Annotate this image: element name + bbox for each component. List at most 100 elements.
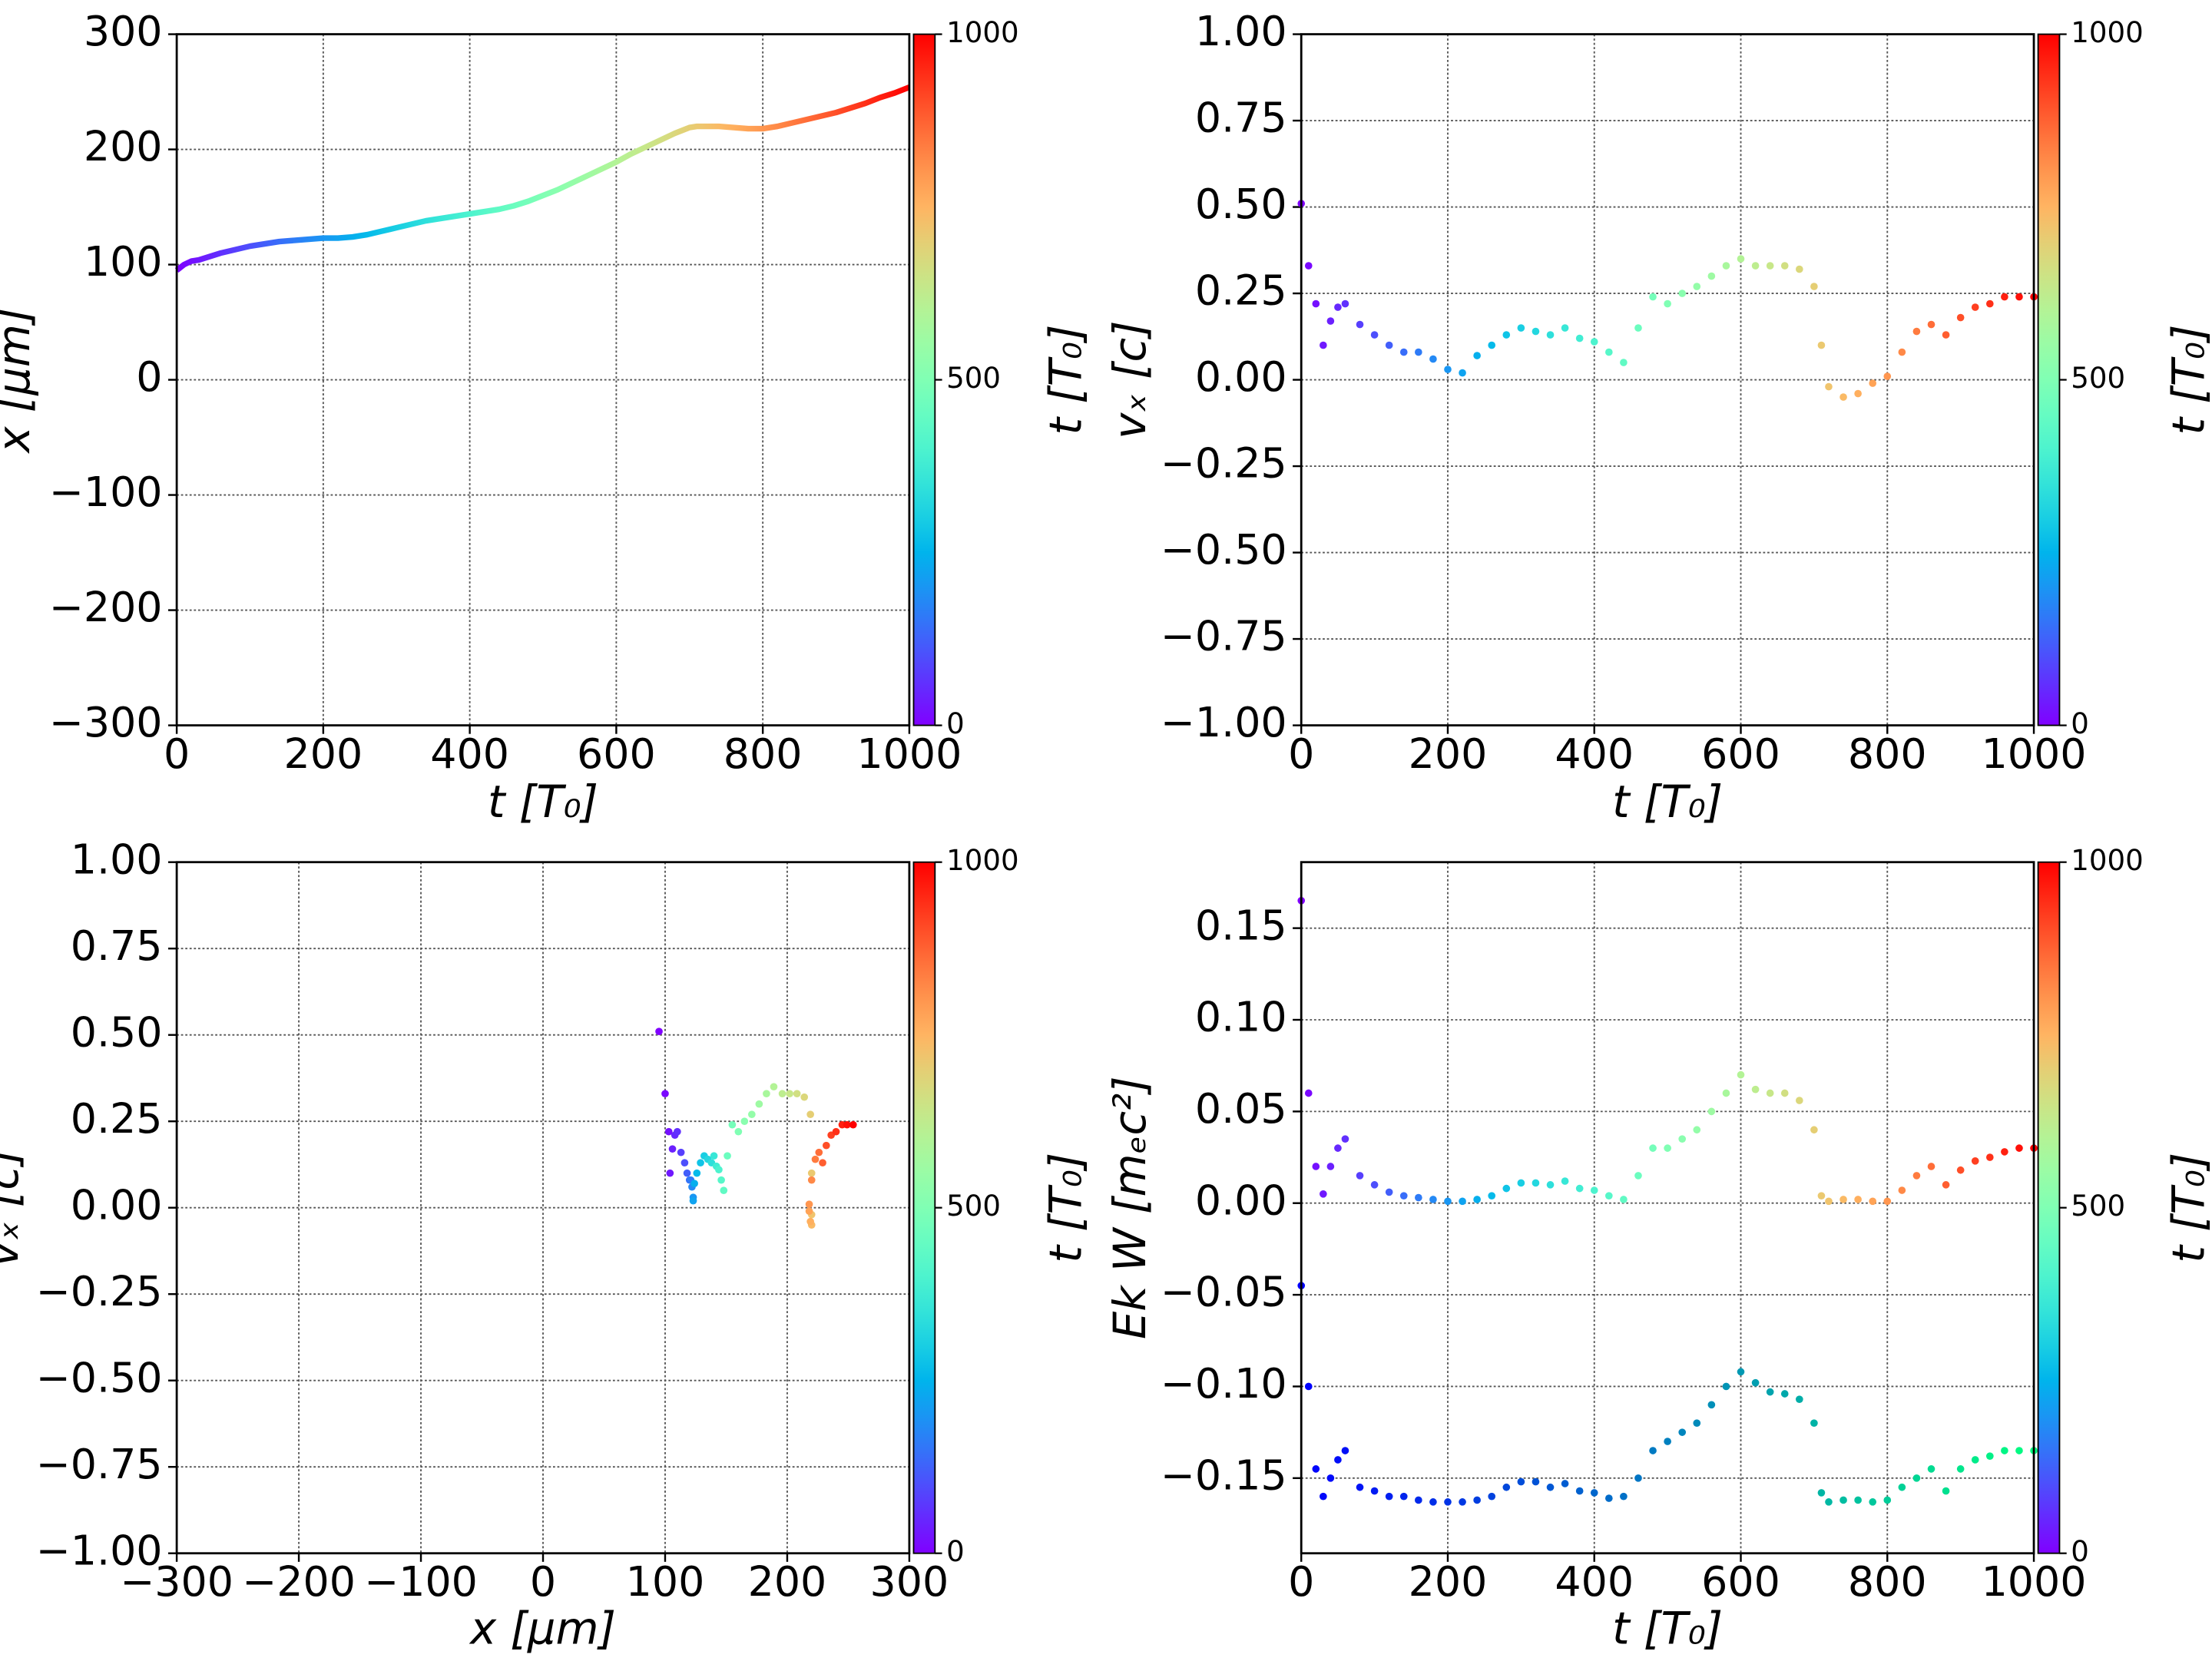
data-point — [1312, 1465, 1320, 1473]
colorbar — [912, 33, 936, 726]
data-point — [1678, 290, 1687, 297]
data-point — [2001, 1447, 2008, 1454]
data-point — [811, 1155, 820, 1163]
y-tick-label: 0.00 — [71, 1180, 163, 1229]
x-tick-label: 0 — [530, 1557, 556, 1606]
data-point — [1444, 1498, 1452, 1506]
data-point — [1817, 341, 1826, 349]
data-point — [748, 1110, 756, 1119]
y-tick-label: 100 — [84, 237, 163, 286]
data-point — [1751, 1378, 1760, 1387]
y-tick-label: −300 — [49, 698, 163, 746]
data-point — [666, 1169, 674, 1177]
colorbar-tick-label: 0 — [2071, 1535, 2089, 1568]
data-point — [1546, 331, 1555, 339]
data-point — [1678, 1428, 1687, 1436]
data-point — [717, 1176, 725, 1184]
data-point — [1356, 1172, 1364, 1180]
data-point — [1473, 1196, 1481, 1203]
data-point — [1341, 299, 1349, 308]
data-point — [664, 1127, 673, 1136]
data-point — [1737, 1368, 1745, 1376]
data-point — [1334, 303, 1342, 311]
x-tick-label: 300 — [870, 1557, 949, 1606]
data-point — [1634, 324, 1642, 332]
colorbar — [2037, 861, 2061, 1554]
data-point — [1320, 1190, 1327, 1198]
data-point — [1971, 1456, 1979, 1464]
data-point — [1620, 1492, 1628, 1501]
data-point — [1707, 272, 1716, 280]
data-point — [1869, 1498, 1877, 1506]
data-point — [1415, 1496, 1422, 1504]
y-tick-label: 200 — [84, 122, 163, 170]
data-point — [1326, 1474, 1335, 1482]
data-point — [1415, 1193, 1422, 1202]
data-point — [1971, 1157, 1979, 1165]
data-point — [1385, 1188, 1393, 1196]
colorbar-tick-label: 500 — [2071, 1190, 2125, 1223]
y-tick-label: −1.00 — [36, 1526, 163, 1574]
data-point — [1429, 1498, 1437, 1506]
y-tick-label: −0.50 — [36, 1353, 163, 1401]
axes-frame — [1300, 33, 2035, 726]
x-tick-label: 100 — [626, 1557, 705, 1606]
y-tick-label: −0.10 — [1161, 1359, 1287, 1408]
data-point — [740, 1117, 749, 1126]
data-point — [1985, 1153, 1994, 1161]
data-point — [849, 1120, 857, 1129]
x-tick-label: 1000 — [1982, 730, 2087, 778]
data-point — [1590, 1489, 1598, 1497]
y-tick-label: 0 — [136, 352, 162, 401]
data-point — [843, 1120, 851, 1129]
x-axis-label: t [T₀] — [1612, 1603, 1723, 1654]
data-point — [1817, 1489, 1826, 1497]
data-point — [1334, 1456, 1342, 1464]
subplot: 0 200 400 600 800 1000 −300 −200 −100 0 100 200 300 t… — [0, 7, 1091, 828]
x-tick-label: 0 — [1288, 1557, 1314, 1606]
x-tick-label: 0 — [164, 730, 190, 778]
data-point — [1532, 327, 1540, 336]
data-point — [1956, 1465, 1965, 1473]
data-point — [668, 1145, 677, 1153]
data-point — [1898, 1483, 1906, 1491]
data-point — [1415, 348, 1422, 356]
data-point — [1869, 1197, 1877, 1206]
data-point — [806, 1110, 814, 1119]
data-point — [724, 1152, 731, 1160]
data-point — [1795, 1395, 1803, 1403]
data-point — [1664, 299, 1671, 308]
data-point — [1312, 1163, 1320, 1170]
data-point — [690, 1180, 698, 1188]
colorbar-tick-label: 500 — [946, 1190, 1001, 1223]
data-point — [2001, 293, 2008, 301]
x-tick-label: 200 — [1409, 1557, 1488, 1606]
data-point — [805, 1207, 813, 1216]
colorbar-tick-label: 500 — [946, 362, 1001, 395]
data-point — [1751, 262, 1760, 270]
x-tick-label: 400 — [430, 730, 509, 778]
subplot: 0 200 400 600 800 1000 −0.15 −0.10 −0.05 0.00 0.05… — [1104, 844, 2212, 1654]
data-point — [793, 1090, 801, 1098]
data-point — [1385, 1492, 1393, 1501]
data-point — [2001, 1148, 2008, 1156]
x-tick-label: 600 — [1701, 730, 1780, 778]
colorbar-label: t [T₀] — [2164, 1153, 2212, 1263]
data-point — [1956, 313, 1965, 322]
data-point — [832, 1127, 840, 1136]
subplot: 0 200 400 600 800 1000 −1.00 −0.75 −0.50 −0.25 0.0… — [1104, 7, 2212, 828]
data-point — [1444, 1197, 1452, 1206]
data-point — [1912, 1172, 1921, 1180]
data-point — [1502, 331, 1511, 339]
data-point — [1751, 1085, 1760, 1094]
data-point — [1898, 1186, 1906, 1194]
y-axis-label: vₓ [c] — [0, 1149, 28, 1267]
data-point — [1927, 1465, 1936, 1473]
data-point — [1649, 1447, 1657, 1454]
data-point — [1766, 262, 1774, 270]
data-point — [1399, 1192, 1408, 1200]
colorbar-label: t [T₀] — [1040, 1153, 1091, 1263]
data-point — [1341, 1447, 1349, 1454]
